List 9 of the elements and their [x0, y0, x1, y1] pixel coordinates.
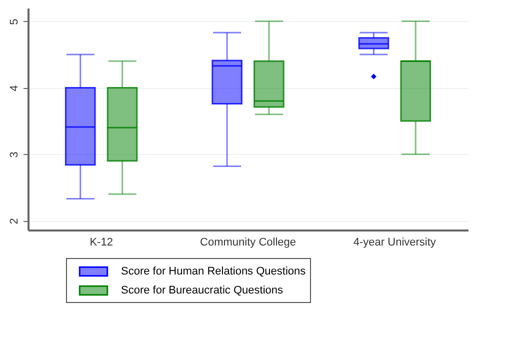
y-tick-label: 3 — [8, 152, 20, 158]
x-tick-label: K-12 — [90, 236, 113, 248]
y-tick-label: 4 — [8, 85, 20, 92]
legend-label: Score for Bureaucratic Questions — [121, 284, 284, 296]
x-tick-label: 4-year University — [353, 236, 436, 248]
y-tick-label: 2 — [8, 218, 20, 224]
y-tick-label: 5 — [8, 18, 20, 25]
legend-label: Score for Human Relations Questions — [121, 266, 306, 278]
x-tick-label: Community College — [200, 236, 296, 248]
